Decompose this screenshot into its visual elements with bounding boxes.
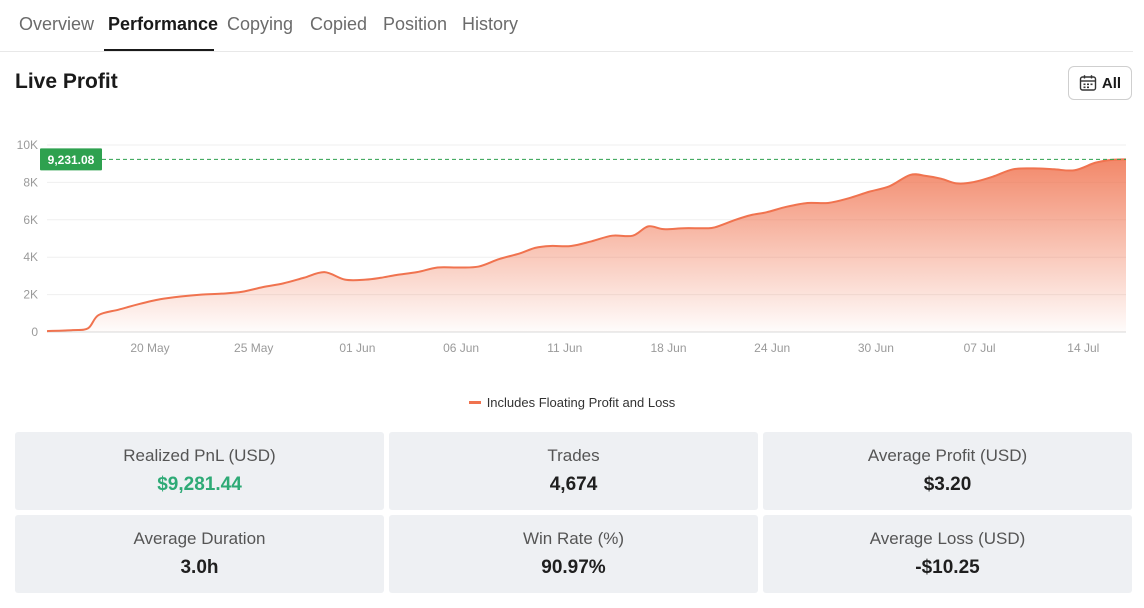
y-tick-label: 8K [23,175,38,189]
x-tick-label: 24 Jun [754,341,790,355]
live-profit-chart: 9,231.08 0 2K 4K 6K 8K 10K 20 May 25 May 01 Jun… [17,138,1127,355]
x-tick-label: 25 May [234,341,273,355]
x-tick-label: 07 Jul [964,341,996,355]
y-tick-label: 0 [31,325,38,339]
date-range-button[interactable]: All [1068,66,1132,100]
legend-label: Includes Floating Profit and Loss [486,395,676,410]
current-value-badge [40,148,102,171]
y-tick-label: 2K [23,288,38,302]
stat-card-average-loss: Average Loss (USD) -$10.25 [763,515,1132,593]
tab-copying[interactable]: Copying [227,14,294,34]
stat-value: $9,281.44 [157,474,242,495]
stat-label: Average Loss (USD) [869,529,1026,548]
stat-card-trades: Trades 4,674 [389,432,758,510]
tab-copied[interactable]: Copied [310,14,368,34]
stat-label: Average Profit (USD) [867,446,1028,465]
stat-value: 90.97% [541,557,606,578]
stat-value: $3.20 [923,474,972,495]
stat-card-realized-pnl: Realized PnL (USD) $9,281.44 [15,432,384,510]
stat-card-average-duration: Average Duration 3.0h [15,515,384,593]
stat-label: Realized PnL (USD) [123,446,276,465]
profit-line [46,158,1127,333]
y-tick-label: 4K [23,250,38,264]
date-range-label: All [1101,74,1122,92]
tab-position[interactable]: Position [383,14,448,34]
stat-value: 4,674 [549,474,598,495]
tab-overview[interactable]: Overview [19,14,95,34]
tab-history[interactable]: History [462,14,519,34]
legend-swatch [468,401,481,404]
stats-grid: Realized PnL (USD) $9,281.44 Trades 4,67… [15,432,1132,593]
stat-card-win-rate: Win Rate (%) 90.97% [389,515,758,593]
y-tick-label: 10K [17,138,38,152]
stat-card-average-profit: Average Profit (USD) $3.20 [763,432,1132,510]
current-value-label: 9,231.08 [48,153,95,167]
stat-label: Average Duration [133,529,266,548]
active-tab-indicator [104,49,214,51]
chart-legend: Includes Floating Profit and Loss [0,395,1144,410]
x-tick-label: 11 Jun [547,341,582,355]
stat-label: Trades [547,446,600,465]
x-tick-label: 18 Jun [650,341,686,355]
x-tick-label: 01 Jun [339,341,375,355]
stat-value: 3.0h [180,557,219,578]
profit-area [47,159,1126,332]
calendar-icon [1079,74,1097,92]
tab-performance[interactable]: Performance [108,14,219,34]
x-tick-label: 14 Jul [1067,341,1099,355]
stat-label: Win Rate (%) [522,529,625,548]
x-tick-label: 20 May [130,341,169,355]
tab-bar: Overview Performance Copying Copied Posi… [0,0,1133,52]
section-title: Live Profit [15,70,118,93]
x-tick-label: 30 Jun [858,341,894,355]
stat-value: -$10.25 [915,557,980,578]
x-tick-label: 06 Jun [443,341,479,355]
y-tick-label: 6K [23,213,38,227]
